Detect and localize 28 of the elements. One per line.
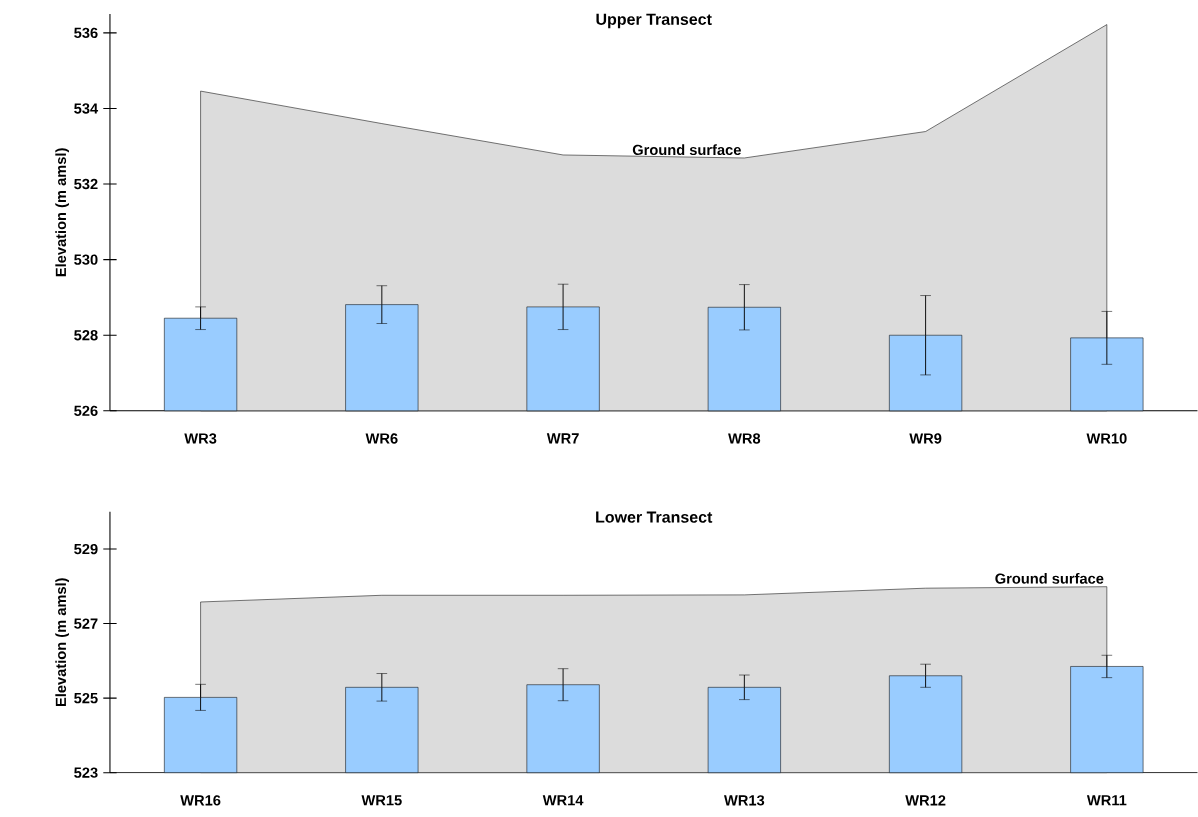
- x-tick-label: WR3: [184, 433, 217, 444]
- y-tick-label: 525: [74, 693, 98, 704]
- y-axis-title: Elevation (m amsl): [55, 148, 69, 277]
- y-tick-label: 527: [74, 618, 98, 629]
- x-tick-label: WR13: [724, 795, 765, 806]
- x-tick-label: WR15: [361, 795, 402, 806]
- y-tick-label: 528: [74, 330, 98, 341]
- x-tick-label: WR12: [905, 795, 946, 806]
- x-tick-label: WR9: [909, 433, 942, 444]
- x-tick-label: WR8: [728, 433, 761, 444]
- y-tick-label: 526: [74, 405, 98, 417]
- x-tick-label: WR6: [365, 433, 398, 444]
- x-tick-label: WR16: [180, 795, 221, 806]
- annotation: Ground surface: [632, 144, 741, 156]
- x-tick-label: WR11: [1086, 795, 1127, 806]
- y-tick-label: 532: [74, 179, 98, 190]
- x-tick-label: WR10: [1086, 433, 1127, 444]
- y-tick-label: 529: [74, 544, 98, 555]
- y-tick-label: 530: [74, 254, 98, 266]
- chart-title: Upper Transect: [596, 13, 712, 29]
- y-tick-label: 523: [74, 767, 98, 779]
- x-tick-label: WR7: [546, 433, 579, 444]
- y-tick-label: 536: [74, 27, 98, 39]
- y-axis-title: Elevation (m amsl): [55, 578, 69, 707]
- annotation: Ground surface: [995, 573, 1104, 584]
- chart-title: Lower Transect: [596, 511, 713, 523]
- y-tick-label: 534: [74, 103, 99, 114]
- x-tick-label: WR14: [542, 795, 584, 806]
